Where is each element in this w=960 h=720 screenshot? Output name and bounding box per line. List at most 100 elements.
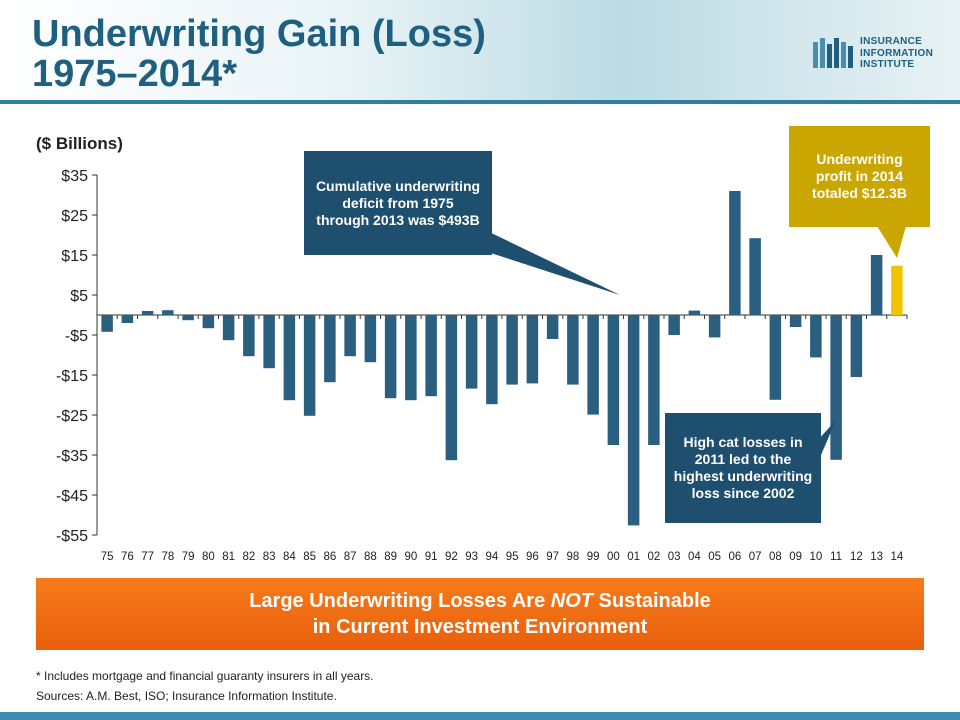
x-tick-label: 95 — [506, 551, 519, 560]
bar-90 — [405, 315, 417, 401]
x-tick-label: 13 — [870, 551, 883, 560]
bar-75 — [101, 315, 113, 332]
y-tick-label: $25 — [61, 208, 88, 225]
x-tick-label: 04 — [688, 551, 701, 560]
bar-08 — [769, 315, 782, 400]
x-tick-label: 89 — [384, 551, 397, 560]
y-tick-label: -$55 — [56, 528, 88, 545]
bar-87 — [344, 315, 356, 357]
bar-85 — [303, 315, 316, 416]
bar-94 — [486, 315, 498, 405]
x-tick-label: 11 — [830, 551, 842, 560]
x-tick-label: 86 — [323, 551, 336, 560]
x-tick-label: 79 — [182, 551, 195, 560]
bar-01 — [627, 315, 640, 526]
bar-77 — [141, 311, 154, 315]
iii-logo: INSURANCE INFORMATION INSTITUTE — [812, 34, 952, 78]
bar-83 — [263, 315, 275, 369]
x-tick-label: 00 — [607, 551, 620, 560]
sustainability-banner: Large Underwriting Losses Are NOT Sustai… — [36, 578, 924, 650]
x-tick-label: 06 — [728, 551, 741, 560]
footer-band — [0, 712, 960, 720]
x-tick-label: 88 — [364, 551, 377, 560]
y-tick-label: -$15 — [56, 368, 88, 385]
bar-05 — [708, 315, 721, 338]
bar-89 — [384, 315, 397, 399]
x-tick-label: 09 — [789, 551, 802, 560]
bar-93 — [465, 315, 478, 389]
catloss-callout-pointer — [818, 420, 836, 462]
x-tick-label: 90 — [404, 551, 417, 560]
x-tick-label: 12 — [850, 551, 863, 560]
x-tick-label: 08 — [769, 551, 782, 560]
profit-callout: Underwriting profit in 2014 totaled $12.… — [789, 126, 930, 227]
x-tick-label: 02 — [647, 551, 660, 560]
bar-06 — [729, 191, 741, 315]
bar-88 — [364, 315, 377, 363]
x-tick-label: 77 — [141, 551, 154, 560]
x-tick-label: 92 — [445, 551, 458, 560]
bar-09 — [789, 315, 802, 327]
x-tick-label: 96 — [526, 551, 539, 560]
bar-92 — [445, 315, 458, 461]
header-divider — [0, 100, 960, 104]
bar-91 — [425, 315, 437, 397]
x-tick-label: 03 — [668, 551, 681, 560]
bar-03 — [668, 315, 680, 335]
x-tick-label: 85 — [303, 551, 316, 560]
page-title: Underwriting Gain (Loss) 1975–2014* — [32, 14, 486, 94]
x-tick-label: 82 — [242, 551, 255, 560]
x-tick-label: 99 — [587, 551, 600, 560]
bar-04 — [688, 310, 701, 315]
x-tick-label: 98 — [566, 551, 579, 560]
title-line-2: 1975–2014* — [32, 53, 237, 95]
footnote-note: * Includes mortgage and financial guaran… — [36, 669, 374, 683]
y-tick-label: -$45 — [56, 488, 88, 505]
y-tick-label: -$35 — [56, 448, 88, 465]
bar-79 — [182, 315, 194, 321]
x-tick-label: 80 — [202, 551, 215, 560]
bar-82 — [243, 315, 255, 357]
x-tick-label: 81 — [222, 551, 235, 560]
bar-80 — [202, 315, 215, 329]
bar-00 — [607, 315, 620, 445]
x-tick-label: 05 — [708, 551, 721, 560]
bar-95 — [506, 315, 518, 385]
x-tick-label: 14 — [890, 551, 903, 560]
y-axis-unit-label: ($ Billions) — [36, 134, 123, 153]
bar-99 — [587, 315, 599, 415]
x-tick-label: 93 — [465, 551, 478, 560]
x-tick-label: 97 — [546, 551, 559, 560]
x-tick-label: 94 — [485, 551, 498, 560]
bar-14 — [891, 265, 903, 315]
catloss-callout: High cat losses in 2011 led to the highe… — [665, 413, 821, 523]
title-line-1: Underwriting Gain (Loss) — [32, 13, 486, 55]
deficit-callout: Cumulative underwriting deficit from 197… — [304, 151, 492, 255]
x-tick-label: 91 — [425, 551, 438, 560]
bar-11 — [830, 315, 842, 460]
bar-96 — [526, 315, 539, 384]
y-tick-label: $15 — [61, 248, 88, 265]
bar-86 — [324, 315, 336, 383]
x-tick-label: 10 — [809, 551, 822, 560]
x-tick-label: 01 — [627, 551, 640, 560]
bar-13 — [870, 255, 883, 315]
x-tick-label: 87 — [344, 551, 357, 560]
x-tick-label: 75 — [101, 551, 114, 560]
x-tick-label: 83 — [263, 551, 276, 560]
iii-logo-text: INSURANCE INFORMATION INSTITUTE — [860, 36, 934, 70]
banner-line-2: in Current Investment Environment — [312, 616, 648, 638]
bar-97 — [546, 315, 559, 339]
x-tick-label: 78 — [161, 551, 174, 560]
iii-logo-icon — [813, 38, 853, 68]
bar-81 — [222, 315, 235, 341]
profit-callout-pointer — [877, 226, 906, 258]
header-band — [0, 0, 960, 100]
bar-02 — [648, 315, 660, 445]
bar-84 — [283, 315, 296, 401]
bar-76 — [121, 315, 134, 323]
x-tick-label: 84 — [283, 551, 296, 560]
y-tick-label: -$5 — [65, 328, 88, 345]
bar-12 — [850, 315, 863, 377]
bar-78 — [162, 310, 174, 315]
